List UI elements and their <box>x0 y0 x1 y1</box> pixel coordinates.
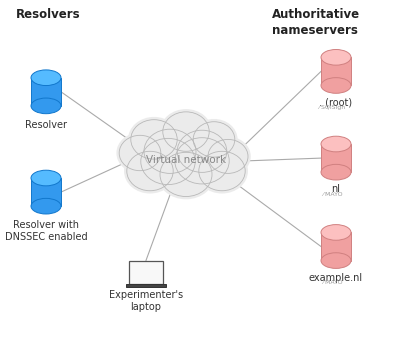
Ellipse shape <box>321 78 351 93</box>
Text: ⁄ SQlSign: ⁄ SQlSign <box>318 105 346 110</box>
Text: nl: nl <box>332 184 340 194</box>
Ellipse shape <box>321 136 351 152</box>
FancyBboxPatch shape <box>31 178 61 206</box>
FancyBboxPatch shape <box>129 261 163 284</box>
Ellipse shape <box>321 225 351 240</box>
Text: . (root): . (root) <box>320 98 352 108</box>
Ellipse shape <box>321 164 351 180</box>
FancyBboxPatch shape <box>321 233 351 260</box>
Text: Experimenter's
laptop: Experimenter's laptop <box>109 290 183 312</box>
Ellipse shape <box>31 70 61 86</box>
Text: Virtual network: Virtual network <box>146 155 226 165</box>
Text: ⁄ MAYO: ⁄ MAYO <box>322 192 342 197</box>
Text: Authoritative
nameservers: Authoritative nameservers <box>272 8 360 36</box>
FancyBboxPatch shape <box>321 144 351 172</box>
Ellipse shape <box>31 170 61 186</box>
Text: Resolver: Resolver <box>25 120 67 130</box>
Ellipse shape <box>31 198 61 214</box>
FancyBboxPatch shape <box>31 78 61 106</box>
FancyBboxPatch shape <box>321 57 351 85</box>
Text: Resolvers: Resolvers <box>16 8 81 21</box>
FancyBboxPatch shape <box>126 284 166 287</box>
Text: ⁄ MAYO: ⁄ MAYO <box>322 280 342 285</box>
Ellipse shape <box>321 50 351 65</box>
Ellipse shape <box>321 253 351 268</box>
Ellipse shape <box>31 98 61 114</box>
Text: Resolver with
DNSSEC enabled: Resolver with DNSSEC enabled <box>5 220 87 242</box>
Text: example.nl: example.nl <box>309 273 363 283</box>
